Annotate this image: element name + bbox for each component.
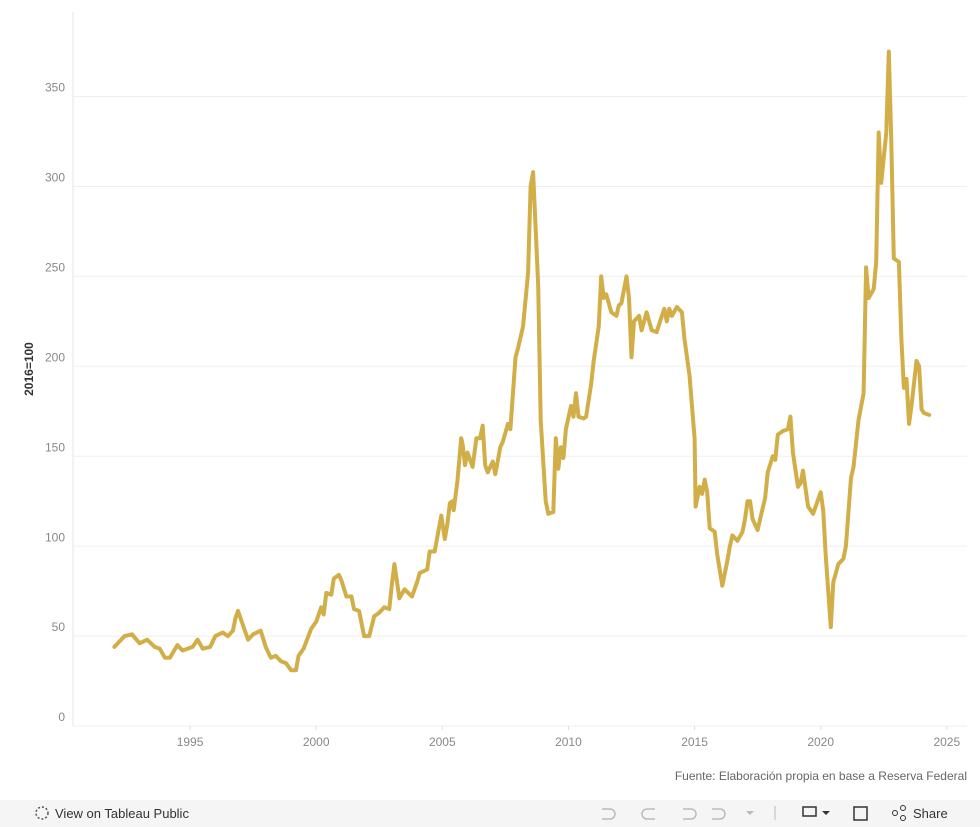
x-tick-label: 2010 (555, 735, 582, 749)
share-button[interactable]: Share (913, 806, 948, 821)
y-tick-label: 100 (45, 530, 65, 544)
revert-icon[interactable] (683, 808, 697, 820)
y-tick-label: 0 (58, 710, 65, 724)
y-axis-label: 2016=100 (22, 342, 36, 396)
y-tick-label: 50 (52, 620, 66, 634)
download-dropdown[interactable] (822, 811, 830, 815)
fullscreen-icon[interactable] (853, 806, 868, 821)
download-icon[interactable] (802, 806, 817, 817)
dropdown-icon[interactable] (746, 811, 754, 815)
x-tick-label: 2020 (807, 735, 834, 749)
toolbar: View on Tableau Public Share (0, 800, 980, 827)
y-tick-label: 150 (45, 440, 65, 454)
x-tick-label: 2025 (933, 735, 960, 749)
share-icon[interactable] (892, 810, 898, 816)
chart: 2016=100 Fuente: Elaboración propia en b… (22, 12, 967, 783)
share-icon[interactable] (900, 815, 906, 821)
view-on-tableau[interactable]: View on Tableau Public (55, 806, 189, 821)
redo-icon[interactable] (641, 808, 655, 820)
y-tick-label: 250 (45, 261, 65, 275)
x-tick-label: 2015 (681, 735, 708, 749)
toolbar-icons (35, 805, 906, 821)
tableau-icon (35, 806, 49, 820)
refresh-icon[interactable] (712, 808, 726, 820)
y-tick-label: 200 (45, 350, 65, 364)
x-tick-label: 1995 (177, 735, 204, 749)
undo-icon[interactable] (602, 808, 616, 820)
y-tick-label: 300 (45, 171, 65, 185)
source-note: Fuente: Elaboración propia en base a Res… (675, 769, 967, 783)
data-line (112, 49, 932, 673)
y-tick-label: 350 (45, 81, 65, 95)
x-tick-label: 2005 (429, 735, 456, 749)
share-icon[interactable] (900, 805, 906, 811)
x-tick-label: 2000 (303, 735, 330, 749)
